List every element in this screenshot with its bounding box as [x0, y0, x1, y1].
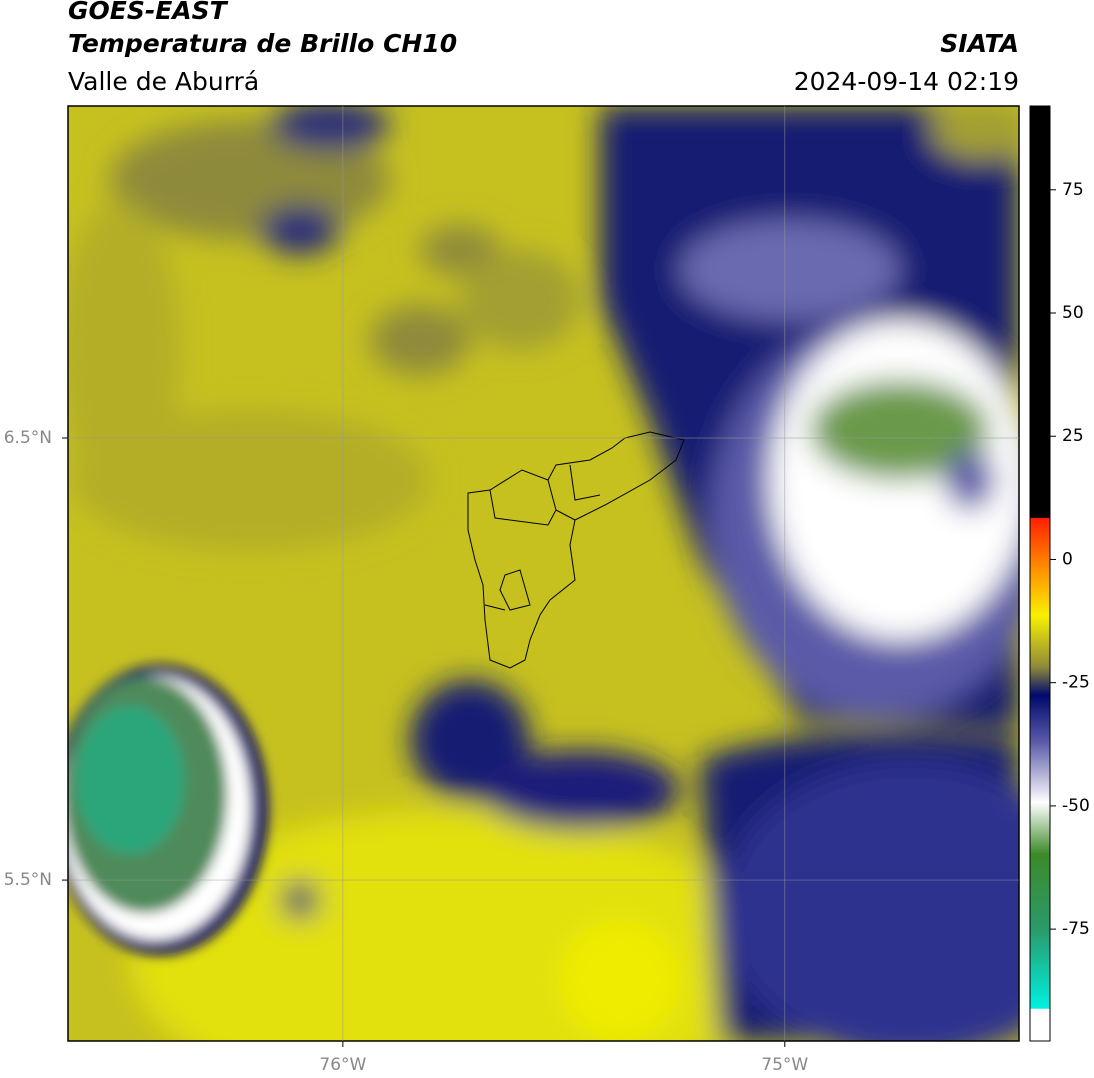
lon-label: 75°W [761, 1055, 808, 1075]
colorbar [1029, 105, 1051, 1042]
lat-label: 5.5°N [4, 870, 52, 890]
colorbar-label: -75 [1062, 919, 1090, 939]
region: Valle de Aburrá [68, 67, 259, 96]
lat-label: 6.5°N [4, 428, 52, 448]
valley-boundary [467, 431, 685, 669]
colorbar-label: 25 [1062, 426, 1084, 446]
colorbar-label: 0 [1062, 549, 1073, 569]
satellite-image [68, 106, 1019, 1041]
satellite: GOES-EAST [68, 0, 229, 25]
agency: SIATA [940, 29, 1019, 58]
map-frame [67, 105, 1020, 1042]
datetime: 2024-09-14 02:19 [794, 67, 1019, 96]
product: Temperatura de Brillo CH10 [68, 29, 457, 58]
colorbar-label: 50 [1062, 303, 1084, 323]
colorbar-label: 75 [1062, 180, 1084, 200]
colorbar-label: -25 [1062, 673, 1090, 693]
lon-label: 76°W [319, 1055, 366, 1075]
colorbar-label: -50 [1062, 796, 1090, 816]
